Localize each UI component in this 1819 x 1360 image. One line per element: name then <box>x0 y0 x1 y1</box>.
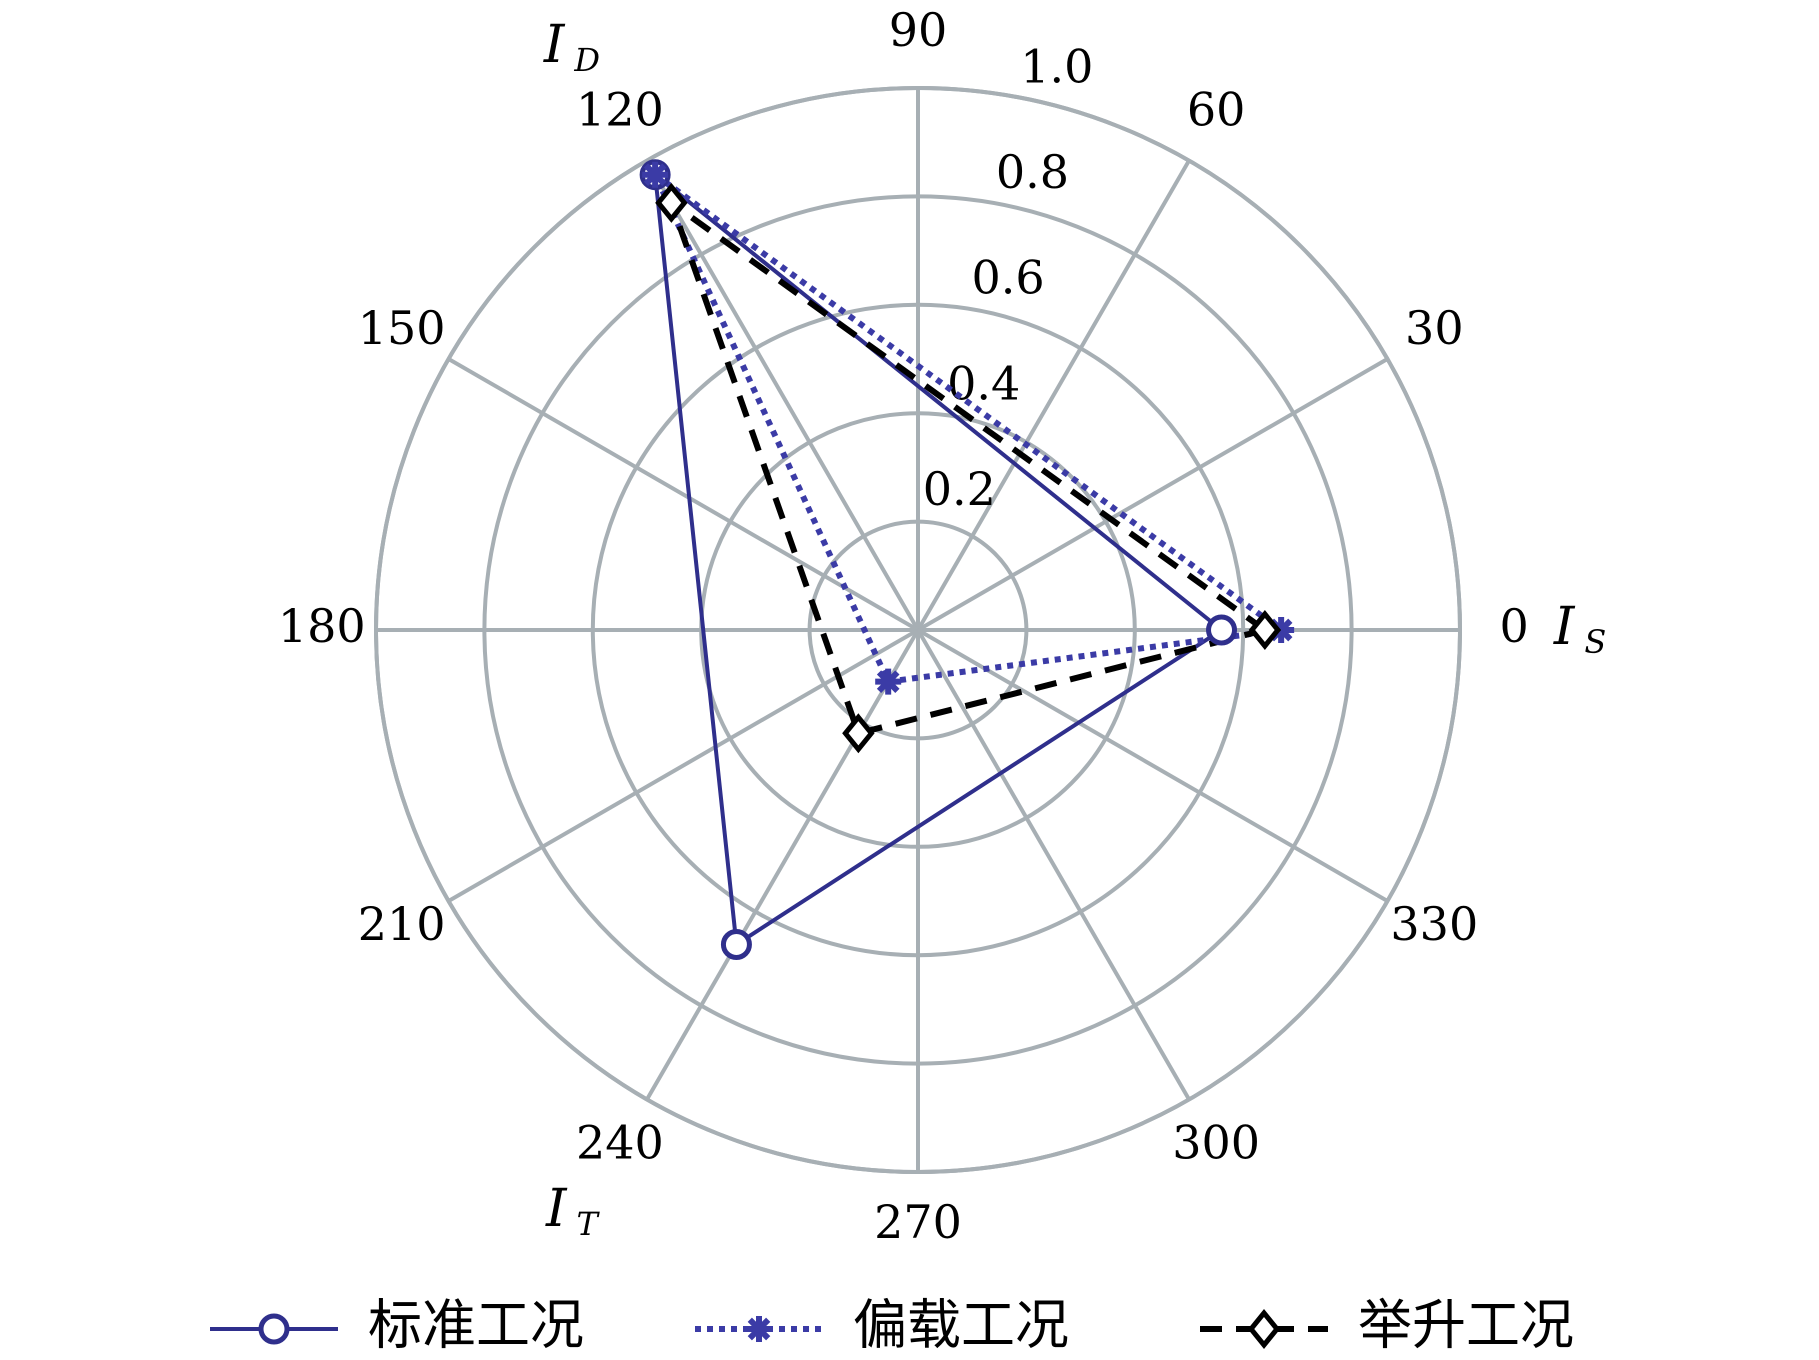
series-line <box>647 165 1289 685</box>
axis-label-sub: T <box>577 1205 601 1243</box>
marker <box>642 161 669 188</box>
axis-label-main: I <box>545 1179 568 1239</box>
series-line <box>652 170 1225 948</box>
theta-tick-label: 330 <box>1390 897 1478 951</box>
r-tick-label: 0.4 <box>947 356 1020 410</box>
marker <box>1248 610 1282 650</box>
grid-spoke <box>447 628 919 903</box>
grid-spoke <box>916 628 1191 1101</box>
axis-label-sub: S <box>1584 623 1606 661</box>
theta-tick-label: 180 <box>278 599 366 653</box>
axis-label-sub: D <box>573 40 600 78</box>
r-tick-label: 0.6 <box>972 251 1045 305</box>
marker <box>875 668 902 695</box>
theta-tick-label: 30 <box>1405 301 1464 355</box>
grid-spoke <box>645 159 920 631</box>
series-line <box>665 194 1272 737</box>
theta-tick-label: 270 <box>874 1195 962 1249</box>
theta-tick-label: 90 <box>889 3 948 57</box>
legend-label: 标准工况 <box>368 1294 584 1357</box>
theta-tick-label: 240 <box>576 1115 664 1169</box>
theta-tick-label: 60 <box>1187 83 1246 137</box>
marker <box>1268 617 1295 643</box>
grid-spoke <box>447 357 919 632</box>
grid-spoke <box>916 628 1389 903</box>
axis-label-main: I <box>543 14 566 74</box>
legend-label: 举升工况 <box>1358 1294 1574 1357</box>
theta-tick-label: 120 <box>576 83 664 137</box>
marker <box>746 1316 772 1342</box>
marker <box>1206 614 1238 646</box>
marker <box>258 1313 290 1345</box>
theta-tick-label: 210 <box>358 897 446 951</box>
marker <box>720 928 752 960</box>
r-tick-label: 0.8 <box>996 145 1069 199</box>
grid-spoke <box>916 159 1191 631</box>
theta-tick-label: 150 <box>358 301 446 355</box>
legend-label: 偏载工况 <box>853 1294 1069 1357</box>
marker <box>1247 1309 1281 1349</box>
theta-tick-label: 0 <box>1500 599 1529 653</box>
theta-tick-label: 300 <box>1172 1115 1260 1169</box>
grid-spoke <box>916 357 1389 632</box>
axis-label-main: I <box>1553 597 1576 657</box>
grid-spoke <box>645 628 920 1101</box>
marker <box>655 182 688 223</box>
marker <box>842 713 875 754</box>
r-tick-label: 1.0 <box>1020 39 1093 93</box>
r-tick-label: 0.2 <box>923 462 996 516</box>
